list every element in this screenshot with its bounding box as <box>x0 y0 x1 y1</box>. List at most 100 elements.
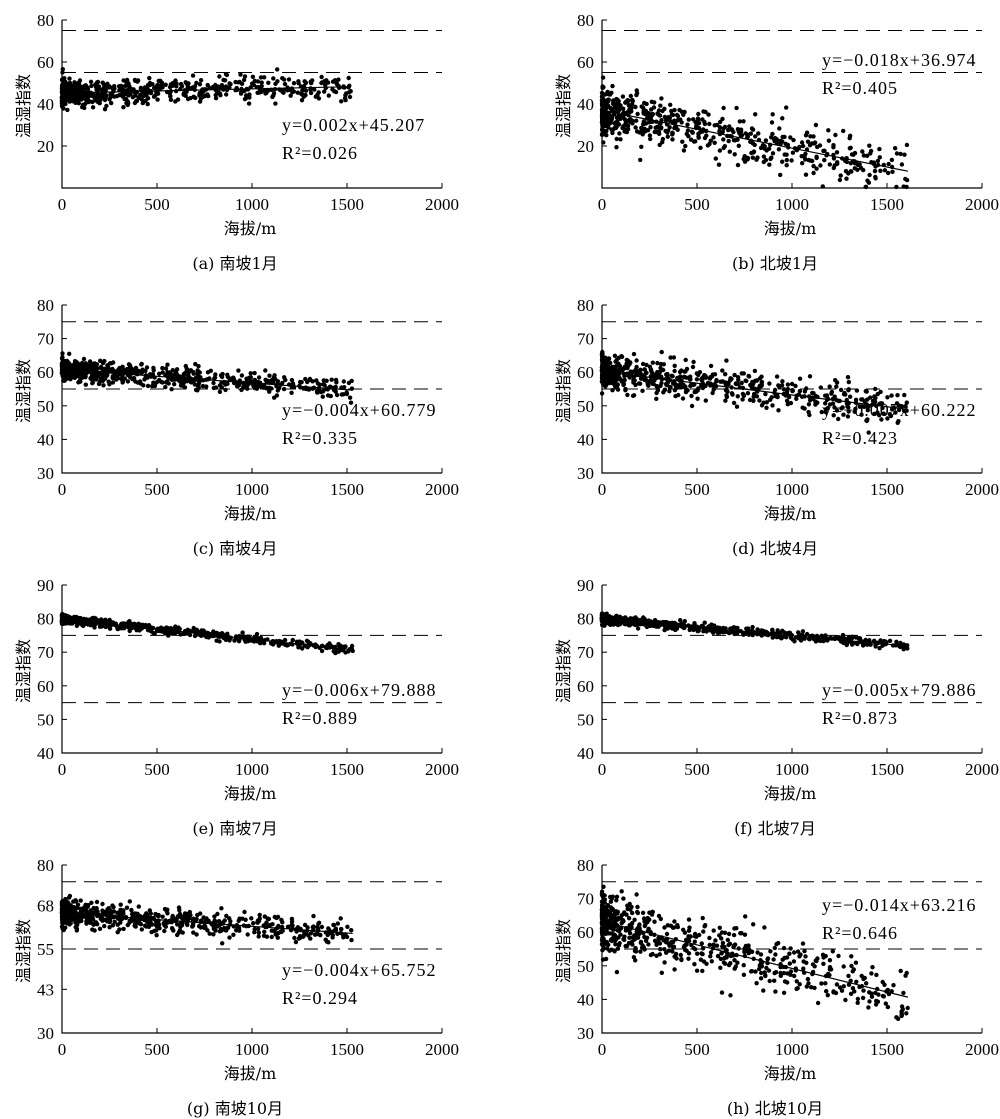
data-point <box>102 367 106 371</box>
data-point <box>213 375 217 379</box>
data-point <box>762 154 766 158</box>
data-point <box>84 97 88 101</box>
data-point <box>345 390 349 394</box>
data-point <box>193 362 197 366</box>
data-point <box>315 932 319 936</box>
data-point <box>672 369 676 373</box>
regression-equation: y=−0.007x+60.222 <box>822 400 976 421</box>
data-point <box>75 360 79 364</box>
data-point <box>806 977 810 981</box>
data-point <box>835 160 839 164</box>
data-point <box>732 373 736 377</box>
data-point <box>98 359 102 363</box>
data-point <box>107 97 111 101</box>
data-point <box>246 932 250 936</box>
x-tick-label: 1500 <box>330 195 364 214</box>
data-point <box>714 379 718 383</box>
data-point <box>128 899 132 903</box>
y-tick-label: 20 <box>577 137 594 156</box>
data-point <box>782 135 786 139</box>
data-point <box>681 928 685 932</box>
data-point <box>838 178 842 182</box>
data-point <box>305 925 309 929</box>
data-point <box>334 380 338 384</box>
data-point <box>82 362 86 366</box>
data-point <box>625 358 629 362</box>
data-point <box>154 90 158 94</box>
data-point <box>146 384 150 388</box>
data-point <box>96 80 100 84</box>
data-point <box>642 110 646 114</box>
data-point <box>273 915 277 919</box>
data-point <box>273 101 277 105</box>
y-tick-label: 60 <box>577 677 594 696</box>
data-point <box>728 993 732 997</box>
data-point <box>276 388 280 392</box>
data-point <box>736 163 740 167</box>
x-tick-label: 2000 <box>425 1040 459 1059</box>
data-point <box>865 389 869 393</box>
data-point <box>791 138 795 142</box>
data-point <box>613 354 617 358</box>
data-point <box>275 67 279 71</box>
data-point <box>220 375 224 379</box>
data-point <box>605 98 609 102</box>
data-point <box>652 105 656 109</box>
data-point <box>755 394 759 398</box>
x-tick-label: 1000 <box>775 480 809 499</box>
data-point <box>168 91 172 95</box>
data-point <box>159 380 163 384</box>
data-point <box>109 101 113 105</box>
data-point <box>93 907 97 911</box>
data-point <box>718 120 722 124</box>
data-point <box>842 391 846 395</box>
data-point <box>810 159 814 163</box>
panel-caption: (b) 北坡1月 <box>540 250 1000 274</box>
data-point <box>767 381 771 385</box>
y-tick-label: 80 <box>37 11 54 30</box>
data-point <box>347 76 351 80</box>
data-point <box>682 375 686 379</box>
data-point <box>697 933 701 937</box>
data-point <box>873 387 877 391</box>
data-point <box>615 137 619 141</box>
x-axis-label: 海拔/m <box>600 215 980 239</box>
data-point <box>864 981 868 985</box>
data-point <box>773 388 777 392</box>
data-point <box>814 156 818 160</box>
data-point <box>676 393 680 397</box>
data-point <box>640 389 644 393</box>
data-point <box>126 923 130 927</box>
data-point <box>751 922 755 926</box>
data-point <box>751 156 755 160</box>
data-point <box>818 163 822 167</box>
data-point <box>860 149 864 153</box>
data-point <box>846 388 850 392</box>
data-point <box>139 362 143 366</box>
data-point <box>105 911 109 915</box>
data-point <box>95 922 99 926</box>
data-point <box>846 375 850 379</box>
data-point <box>641 911 645 915</box>
data-point <box>773 989 777 993</box>
data-point <box>633 105 637 109</box>
data-point <box>276 936 280 940</box>
data-point <box>703 122 707 126</box>
data-point <box>95 900 99 904</box>
data-point <box>710 391 714 395</box>
data-point <box>803 157 807 161</box>
data-point <box>790 388 794 392</box>
data-point <box>636 626 640 630</box>
data-point <box>233 80 237 84</box>
data-point <box>718 966 722 970</box>
y-tick-label: 80 <box>37 856 54 875</box>
data-point <box>612 107 616 111</box>
data-point <box>764 138 768 142</box>
data-point <box>186 81 190 85</box>
data-point <box>61 621 65 625</box>
data-point <box>319 75 323 79</box>
data-point <box>623 615 627 619</box>
data-point <box>90 927 94 931</box>
y-axis-label: 温湿指数 <box>550 56 574 156</box>
